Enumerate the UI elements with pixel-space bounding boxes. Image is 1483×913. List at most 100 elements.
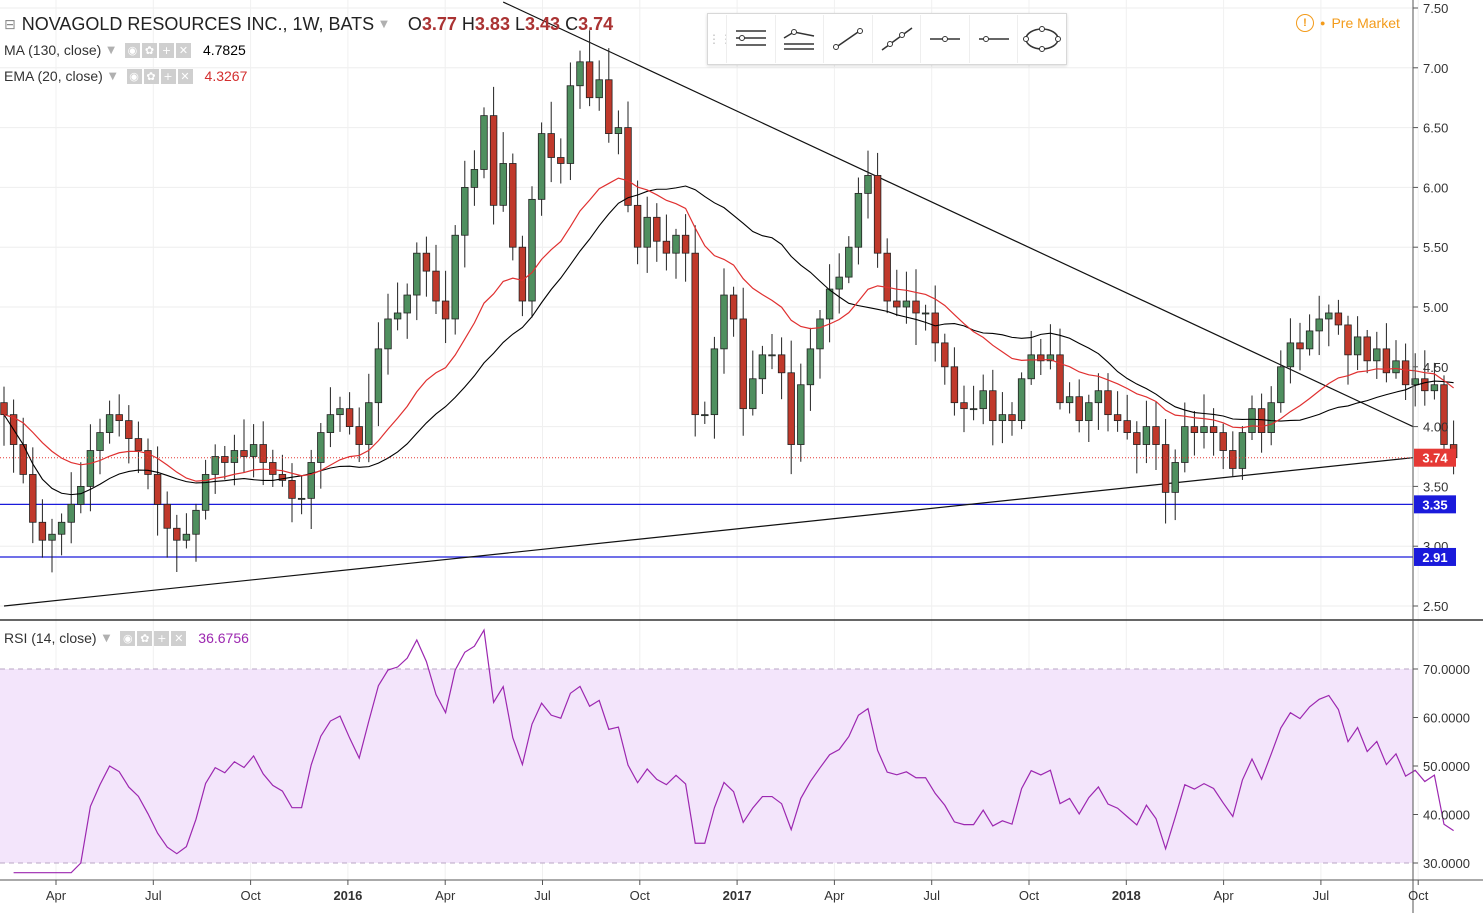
time-tick-label: 2016	[333, 888, 362, 903]
candle-body	[1325, 312, 1333, 320]
ma-label[interactable]: MA (130, close)	[4, 42, 102, 58]
candle-body	[461, 186, 469, 236]
candle-body	[864, 175, 872, 194]
candle-body	[1190, 426, 1199, 433]
rsi-tick-label: 30.0000	[1423, 856, 1470, 871]
candle-body	[989, 390, 997, 422]
candle-body	[144, 450, 152, 475]
candle-body	[441, 300, 450, 320]
candle-body	[115, 414, 123, 422]
gear-icon[interactable]: ✿	[137, 630, 153, 646]
candle-body	[1363, 336, 1371, 362]
candle-body	[1440, 384, 1448, 445]
candle-body	[739, 318, 747, 410]
gear-icon[interactable]: ✿	[143, 68, 159, 84]
ellipse-tool-icon[interactable]	[1017, 15, 1066, 63]
ray-tool-icon[interactable]	[871, 15, 921, 63]
eye-icon[interactable]: ◉	[120, 630, 136, 646]
candle-body	[432, 270, 440, 302]
close-icon[interactable]: ✕	[175, 42, 191, 58]
candle-body	[1065, 396, 1074, 404]
candle-body	[998, 414, 1007, 422]
horizontal-lines-tool-icon[interactable]	[726, 15, 775, 63]
close-icon[interactable]: ✕	[177, 68, 193, 84]
candle-body	[1027, 354, 1035, 380]
chevron-down-icon[interactable]: ▼	[108, 70, 117, 82]
open-label: O	[407, 14, 422, 34]
pre-market-indicator[interactable]: ! ● Pre Market	[1296, 14, 1400, 32]
candle-body	[365, 402, 373, 445]
candle-body	[720, 294, 728, 350]
close-value: 3.74	[578, 14, 614, 34]
plus-icon[interactable]: +	[154, 630, 170, 646]
candle-body	[77, 485, 85, 505]
candle-body	[566, 85, 575, 164]
candle-body	[1334, 312, 1343, 326]
candle-body	[950, 366, 959, 404]
symbol-title[interactable]: NOVAGOLD RESOURCES INC., 1W, BATS	[21, 14, 375, 34]
candle-body	[192, 509, 200, 535]
candle-body	[230, 450, 239, 463]
candle-body	[825, 288, 834, 320]
candle-body	[1181, 426, 1189, 463]
candle-body	[153, 474, 162, 505]
time-tick-label: Apr	[46, 888, 67, 903]
candle-body	[1401, 360, 1410, 386]
rsi-label[interactable]: RSI (14, close)	[4, 630, 97, 646]
trend-line-tool-icon[interactable]	[823, 15, 872, 63]
rsi-value: 36.6756	[198, 630, 249, 646]
candle-body	[624, 127, 632, 206]
horizontal-ray-tool-icon[interactable]	[920, 15, 969, 63]
candle-body	[307, 462, 315, 499]
candle-body	[489, 115, 498, 206]
rsi-tick-label: 70.0000	[1423, 662, 1470, 677]
ma-130-line	[3, 185, 1454, 496]
candle-body	[403, 294, 411, 314]
candle-body	[701, 414, 709, 417]
candle-body	[1411, 378, 1419, 386]
parallel-channel-tool-icon[interactable]	[774, 15, 824, 63]
eye-icon[interactable]: ◉	[124, 42, 140, 58]
collapse-icon[interactable]: ⊟	[4, 16, 16, 33]
candle-body	[902, 300, 911, 308]
chevron-down-icon[interactable]: ▼	[107, 44, 115, 56]
candle-body	[1113, 414, 1122, 422]
candle-body	[393, 312, 402, 320]
close-icon[interactable]: ✕	[171, 630, 187, 646]
time-axis[interactable]: Apr Jul Oct 2016 Apr Jul Oct 2017 Apr Jul Oct 2018 A…	[46, 880, 1429, 903]
ema-legend: EMA (20, close) ▼ ◉ ✿ + ✕ 4.3267	[4, 68, 247, 84]
plus-icon[interactable]: +	[160, 68, 176, 84]
candle-body	[1200, 426, 1208, 433]
candle-body	[614, 127, 623, 134]
candle-body	[605, 79, 613, 134]
eye-icon[interactable]: ◉	[126, 68, 142, 84]
price-axis[interactable]: 7.507.006.506.005.505.004.504.003.503.00…	[1413, 1, 1448, 614]
ma-controls: ◉ ✿ + ✕	[124, 42, 191, 58]
candle-body	[1382, 348, 1391, 374]
candle-body	[1171, 462, 1179, 493]
gear-icon[interactable]: ✿	[141, 42, 157, 58]
candle-body	[317, 432, 325, 463]
horizontal-line-tool-icon[interactable]	[968, 15, 1018, 63]
ema-label[interactable]: EMA (20, close)	[4, 68, 103, 84]
candle-body	[1161, 444, 1170, 493]
candle-body	[48, 533, 56, 541]
candle-body	[297, 497, 306, 500]
candle-body	[0, 402, 8, 416]
candle-body	[691, 252, 699, 416]
candle-body	[1315, 318, 1323, 332]
candle-body	[1277, 366, 1285, 404]
candle-body	[758, 354, 767, 380]
plus-icon[interactable]: +	[158, 42, 174, 58]
trend-lines[interactable]	[3, 1, 1414, 607]
rsi-axis[interactable]: 70.0000 60.0000 50.0000 40.0000 30.0000	[1413, 662, 1470, 871]
drag-handle-icon[interactable]: ⋮⋮	[708, 32, 732, 46]
chevron-down-icon[interactable]: ▼	[380, 19, 388, 30]
chevron-down-icon[interactable]: ▼	[102, 632, 111, 644]
candle-body	[1257, 408, 1266, 433]
candle-body	[125, 420, 133, 439]
candle-body	[1248, 408, 1256, 433]
candle-body	[345, 408, 354, 428]
candle-body	[278, 474, 287, 481]
